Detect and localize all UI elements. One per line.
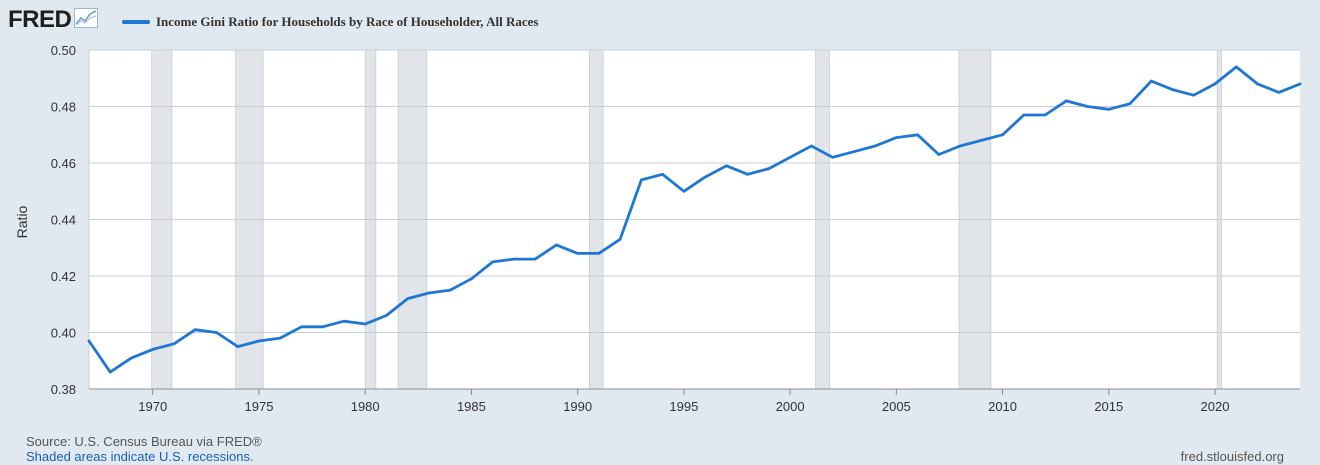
- data-point[interactable]: [831, 156, 834, 159]
- y-tick-label: 0.40: [51, 326, 76, 341]
- data-point[interactable]: [257, 339, 261, 343]
- data-point[interactable]: [810, 144, 813, 148]
- data-point[interactable]: [427, 291, 431, 295]
- data-point[interactable]: [1022, 113, 1026, 117]
- data-point[interactable]: [682, 189, 686, 193]
- data-point[interactable]: [597, 252, 601, 255]
- data-point[interactable]: [640, 178, 643, 182]
- x-tick-label: 2010: [988, 399, 1017, 414]
- data-point[interactable]: [491, 260, 494, 264]
- data-point[interactable]: [533, 257, 537, 261]
- data-point[interactable]: [215, 331, 218, 334]
- data-point[interactable]: [1149, 79, 1153, 83]
- chart-legend: Income Gini Ratio for Households by Race…: [122, 14, 538, 30]
- site-link[interactable]: fred.stlouisfed.org: [1180, 449, 1284, 464]
- data-point[interactable]: [1128, 102, 1132, 105]
- data-point[interactable]: [1001, 133, 1004, 137]
- chart-area[interactable]: 0.38 0.40 0.42 0.44 0.46 0.48 0.50 1970 1975 1980…: [0, 0, 1320, 430]
- data-point[interactable]: [512, 257, 516, 261]
- data-point[interactable]: [1213, 82, 1217, 86]
- data-point[interactable]: [236, 345, 240, 348]
- data-point[interactable]: [1298, 82, 1302, 86]
- y-tick-label: 0.42: [51, 269, 76, 284]
- x-tick-label: 1975: [245, 399, 274, 414]
- x-tick-label: 1995: [669, 399, 698, 414]
- data-point[interactable]: [151, 348, 155, 351]
- data-point[interactable]: [130, 356, 133, 360]
- data-point[interactable]: [342, 319, 346, 323]
- data-point[interactable]: [87, 339, 91, 343]
- data-point[interactable]: [108, 370, 112, 374]
- x-tick-label: 1980: [351, 399, 380, 414]
- x-tick-label: 2005: [882, 399, 911, 414]
- data-point[interactable]: [980, 139, 983, 142]
- line-chart-icon: [74, 7, 99, 33]
- data-point[interactable]: [385, 314, 388, 317]
- data-point[interactable]: [746, 173, 749, 176]
- data-point[interactable]: [873, 144, 877, 148]
- fred-logo[interactable]: FRED: [8, 6, 72, 33]
- y-tick-label: 0.44: [51, 213, 76, 228]
- data-point[interactable]: [555, 243, 558, 247]
- recession-note-link[interactable]: Shaded areas indicate U.S. recessions.: [26, 449, 254, 464]
- data-point[interactable]: [1043, 113, 1047, 117]
- series-line-1[interactable]: [87, 65, 1302, 374]
- x-tick-label: 2000: [776, 399, 805, 414]
- data-point[interactable]: [1171, 88, 1174, 91]
- y-tick-label: 0.46: [51, 156, 76, 171]
- data-point[interactable]: [958, 144, 962, 148]
- legend-swatch: [122, 20, 150, 24]
- data-point[interactable]: [661, 173, 664, 176]
- data-point[interactable]: [1192, 93, 1196, 97]
- data-point[interactable]: [363, 322, 367, 326]
- x-tick-label: 1970: [138, 399, 167, 414]
- x-tick-label: 1990: [563, 399, 592, 414]
- data-point[interactable]: [1256, 82, 1259, 86]
- y-tick-label: 0.50: [51, 43, 76, 58]
- x-tick-label: 2020: [1201, 399, 1230, 414]
- data-point[interactable]: [767, 167, 771, 170]
- data-point[interactable]: [321, 325, 325, 329]
- data-point[interactable]: [278, 336, 282, 340]
- y-tick-label: 0.48: [51, 100, 76, 115]
- y-tick-label: 0.38: [51, 382, 76, 397]
- data-point[interactable]: [916, 133, 919, 137]
- data-point[interactable]: [895, 136, 898, 139]
- data-point[interactable]: [193, 328, 197, 331]
- data-point[interactable]: [788, 156, 792, 159]
- source-note: Source: U.S. Census Bureau via FRED®: [26, 434, 262, 449]
- data-point[interactable]: [172, 342, 176, 346]
- y-axis-label: Ratio: [14, 205, 30, 238]
- data-point[interactable]: [618, 237, 622, 241]
- data-point[interactable]: [576, 252, 579, 255]
- data-point[interactable]: [1107, 108, 1111, 111]
- data-point[interactable]: [1234, 65, 1238, 69]
- x-tick-label: 1985: [457, 399, 486, 414]
- data-point[interactable]: [852, 150, 856, 153]
- data-point[interactable]: [448, 288, 452, 292]
- data-point[interactable]: [406, 297, 409, 300]
- data-point[interactable]: [1064, 99, 1068, 103]
- legend-series-label: Income Gini Ratio for Households by Race…: [156, 14, 539, 29]
- data-point[interactable]: [1086, 105, 1089, 108]
- data-point[interactable]: [470, 277, 473, 281]
- footer-source: Source: U.S. Census Bureau via FRED® Sha…: [26, 434, 262, 464]
- x-tick-label: 2015: [1094, 399, 1123, 414]
- data-point[interactable]: [300, 325, 303, 329]
- data-point[interactable]: [703, 175, 707, 179]
- fred-header: FRED: [8, 6, 99, 34]
- data-point[interactable]: [1277, 91, 1281, 94]
- data-point[interactable]: [937, 153, 941, 156]
- data-point[interactable]: [725, 164, 728, 168]
